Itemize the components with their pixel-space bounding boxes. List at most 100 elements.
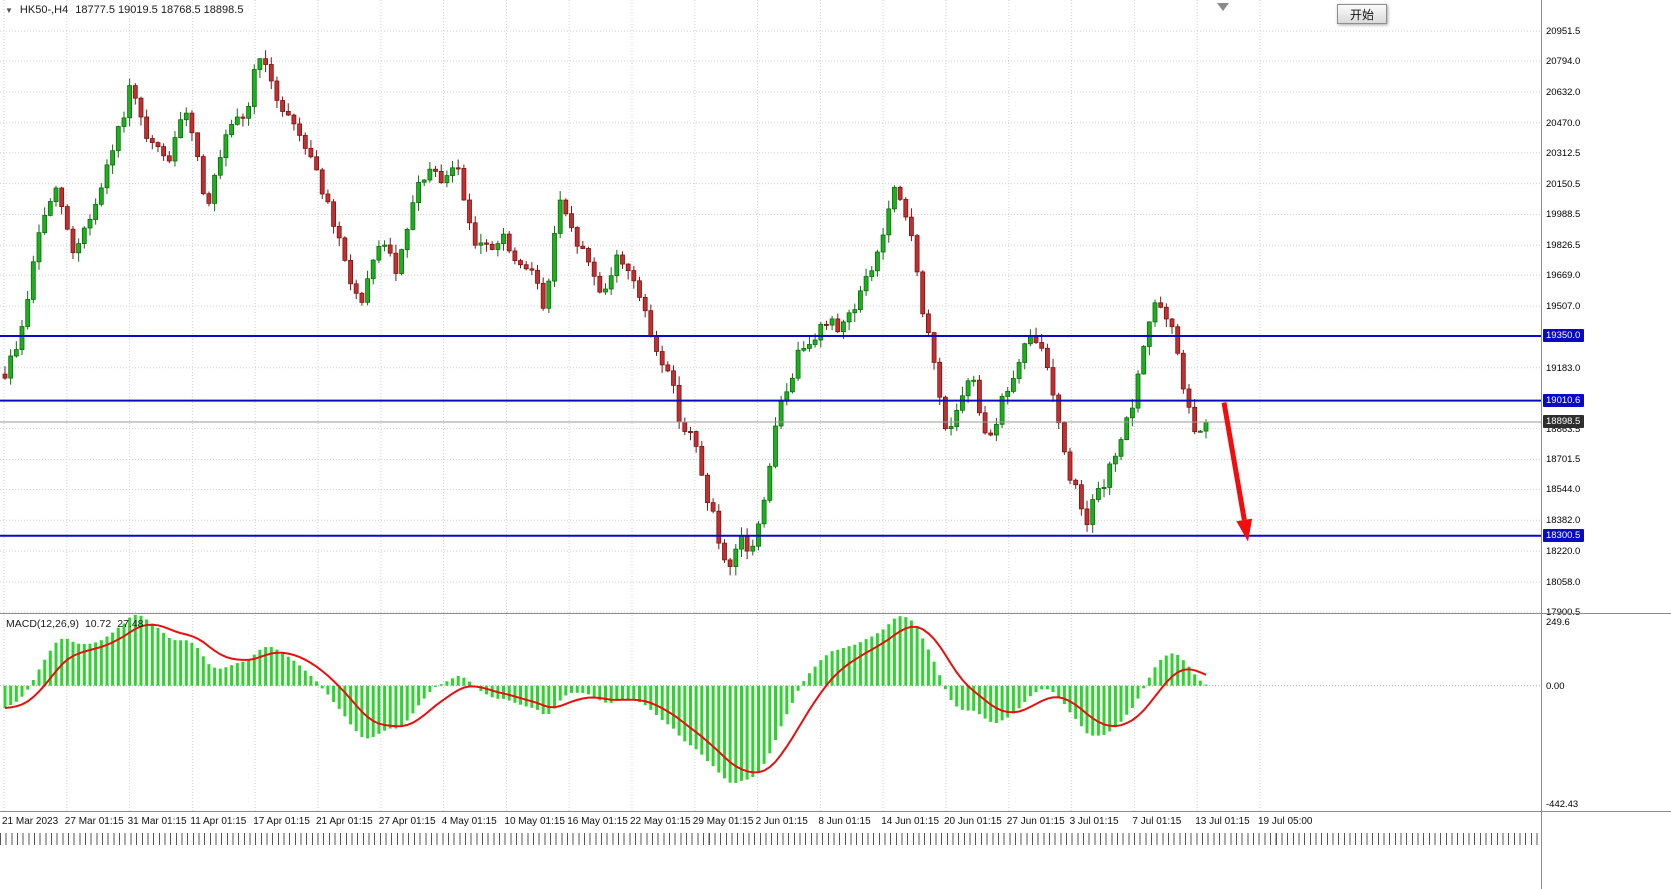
candle-body [87, 218, 93, 229]
candle-body [943, 396, 948, 430]
candle-body [1186, 388, 1192, 408]
candle-body [506, 233, 512, 252]
hline-price-badge: 18300.5 [1543, 528, 1585, 542]
candle-body [1101, 486, 1107, 489]
candle-body [1016, 362, 1022, 379]
date-label: 22 May 01:15 [630, 816, 691, 827]
candle-body [863, 276, 869, 292]
macd-panel[interactable] [0, 615, 1541, 811]
candle-body [790, 377, 795, 393]
candle-body [654, 335, 659, 352]
candle-body [818, 323, 824, 341]
candle-body [234, 116, 240, 125]
macd-name: MACD(12,26,9) [6, 618, 79, 630]
candle-body [223, 134, 229, 158]
price-label: 18382.0 [1546, 515, 1581, 527]
candle-body [1028, 336, 1033, 345]
down-arrow-annotation[interactable] [1221, 402, 1253, 542]
candle-body [631, 270, 637, 282]
candle-body [705, 474, 710, 504]
candle-body [812, 339, 818, 345]
chart-shift-marker-icon[interactable] [1217, 3, 1229, 11]
candle-body [1113, 455, 1118, 465]
candle-body [489, 243, 495, 250]
start-button[interactable]: 开始 [1337, 4, 1387, 24]
candle-body [688, 430, 693, 433]
candle-body [676, 384, 682, 423]
panel-separator[interactable] [0, 613, 1671, 614]
date-label: 19 Jul 05:00 [1258, 816, 1313, 827]
candle-body [926, 313, 931, 333]
candle-body [750, 545, 756, 552]
price-axis[interactable]: 20951.5 20794.0 20632.0 20470.0 20312.5 20150… [1541, 0, 1671, 889]
candle-body [353, 283, 359, 294]
date-label: 10 May 01:15 [504, 816, 565, 827]
candle-body [1118, 439, 1124, 457]
price-label: 20470.0 [1546, 117, 1581, 129]
date-label: 8 Jun 01:15 [818, 816, 871, 827]
candle-body [880, 234, 886, 253]
candle-body [132, 85, 138, 99]
candle-body [546, 280, 552, 309]
candle-body [59, 187, 65, 208]
candle-body [795, 349, 801, 379]
candle-body [659, 351, 665, 366]
candle-body [642, 296, 648, 312]
candle-body [348, 259, 354, 285]
candle-body [410, 202, 416, 230]
date-label: 27 Mar 01:15 [64, 816, 124, 827]
candle-body [246, 106, 252, 119]
candle-body [954, 409, 960, 427]
candle-body [665, 364, 671, 372]
candle-body [342, 237, 348, 261]
candle-body [285, 111, 291, 116]
candle-body [982, 412, 988, 434]
price-label: 19988.5 [1546, 209, 1581, 221]
candle-body [280, 100, 286, 112]
candle-body [841, 321, 846, 333]
candle-body [1192, 406, 1198, 433]
macd-axis-zero-label: 0.00 [1546, 680, 1565, 692]
candle-body [93, 203, 98, 220]
candle-body [858, 290, 863, 310]
candle-body [251, 69, 257, 107]
chevron-down-icon[interactable]: ▼ [5, 5, 13, 15]
price-chart[interactable] [0, 0, 1541, 613]
candle-body [13, 349, 19, 357]
candle-body [461, 167, 467, 201]
hline-price-badge: 19350.0 [1543, 329, 1585, 342]
candle-body [722, 542, 727, 561]
candle-body [852, 309, 858, 314]
grid-layer [0, 0, 1541, 613]
date-label: 7 Jul 01:15 [1132, 816, 1182, 827]
candle-body [597, 275, 603, 293]
candle-body [903, 198, 909, 218]
date-label: 13 Jul 01:15 [1195, 816, 1250, 827]
candle-body [699, 445, 705, 476]
candle-body [1084, 508, 1090, 525]
candle-body [960, 395, 965, 411]
price-label: 20632.0 [1546, 86, 1581, 98]
candle-body [376, 245, 382, 261]
candle-body [892, 186, 897, 210]
candle-body [603, 288, 608, 293]
candle-body [693, 431, 699, 447]
candles-layer [2, 50, 1209, 576]
candle-body [994, 423, 999, 436]
candle-body [427, 168, 433, 181]
candle-body [2, 373, 8, 379]
candle-body [1045, 347, 1050, 368]
candle-body [767, 465, 773, 501]
date-label: 20 Jun 01:15 [944, 816, 1002, 827]
date-axis[interactable]: 21 Mar 2023 27 Mar 01:15 31 Mar 01:15 11 Ap… [0, 815, 1541, 831]
candle-body [914, 235, 920, 273]
candle-body [257, 58, 263, 70]
price-label: 20951.5 [1546, 26, 1581, 38]
candle-body [1073, 479, 1079, 486]
candle-body [1169, 318, 1175, 328]
candle-body [229, 124, 235, 136]
candle-body [314, 156, 320, 171]
candle-body [53, 187, 59, 203]
candle-body [727, 559, 733, 568]
candle-body [710, 502, 716, 512]
